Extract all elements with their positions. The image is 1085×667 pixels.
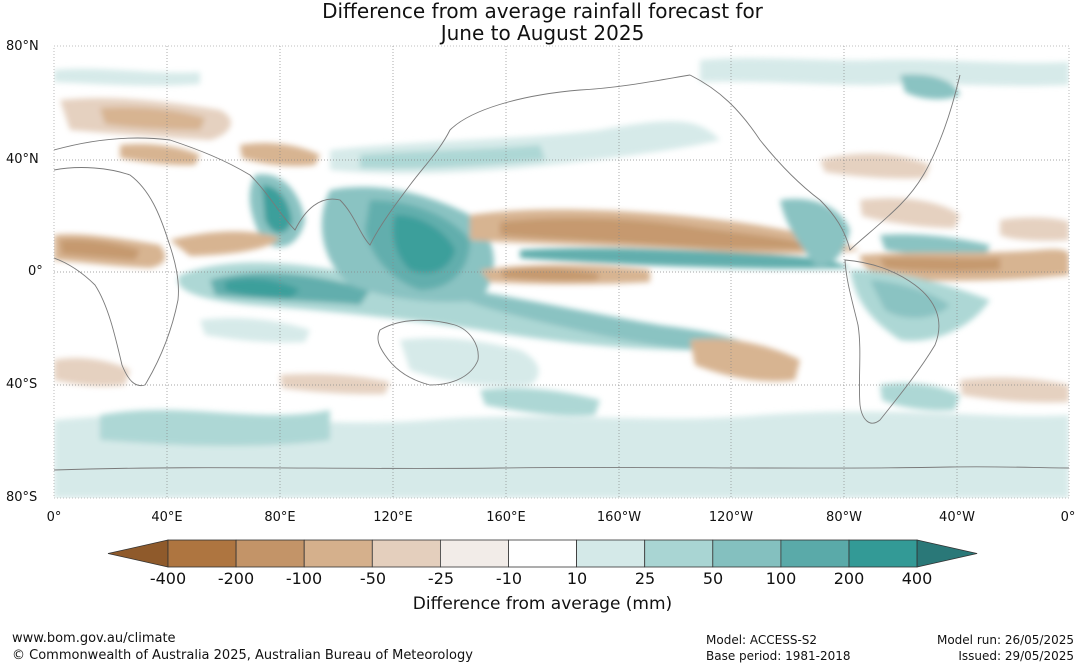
colorbar-segment	[644, 539, 714, 568]
colorbar-segment	[712, 539, 782, 568]
colorbar-title: Difference from average (mm)	[412, 594, 673, 614]
lon-label: 120°E	[373, 510, 413, 525]
lon-label: 160°E	[486, 510, 526, 525]
colorbar-tick-label: 25	[634, 569, 656, 588]
colorbar-tick-label: -400	[149, 569, 187, 588]
lon-label: 0°	[1060, 510, 1076, 525]
lon-label: 80°W	[826, 510, 862, 525]
colorbar-tick-label: -100	[285, 569, 323, 588]
colorbar-tick-label: 200	[833, 569, 865, 588]
colorbar-segment	[303, 539, 373, 568]
footer-url: www.bom.gov.au/climate	[12, 631, 176, 646]
colorbar-tick-label: -200	[217, 569, 255, 588]
colorbar-tick-label: 100	[765, 569, 797, 588]
map-title-line1: Difference from average rainfall forecas…	[322, 0, 763, 23]
footer-base-period: Base period: 1981-2018	[706, 649, 851, 663]
footer-model: Model: ACCESS-S2	[706, 633, 818, 647]
footer-copyright: © Commonwealth of Australia 2025, Austra…	[12, 648, 473, 663]
colorbar-tick-label: 400	[901, 569, 933, 588]
lat-label: 80°N	[6, 39, 39, 54]
lat-label: 40°S	[6, 377, 38, 392]
graticule	[54, 46, 1069, 498]
colorbar-tick-label: -50	[359, 569, 387, 588]
colorbar-segment	[576, 539, 646, 568]
footer-issued: Issued: 29/05/2025	[958, 649, 1074, 663]
colorbar-segment	[235, 539, 305, 568]
anomaly-field	[54, 46, 1069, 498]
lat-label: 40°N	[6, 152, 39, 167]
lon-label: 80°E	[264, 510, 296, 525]
colorbar-segment	[780, 539, 850, 568]
colorbar-segment	[167, 539, 237, 568]
lat-label: 0°	[28, 264, 43, 279]
coastlines	[54, 74, 1069, 471]
lon-label: 40°E	[151, 510, 183, 525]
colorbar-tick-label: -10	[495, 569, 523, 588]
colorbar-segment	[508, 539, 577, 568]
colorbar-extend-low	[107, 539, 169, 568]
colorbar-extend-high	[916, 539, 978, 568]
colorbar-segment	[439, 539, 509, 568]
lon-label: 160°W	[596, 510, 642, 525]
colorbar-tick-label: -25	[427, 569, 455, 588]
colorbar-segment	[371, 539, 441, 568]
colorbar-segment	[848, 539, 918, 568]
colorbar-tick-label: 50	[702, 569, 724, 588]
lon-label: 120°W	[708, 510, 754, 525]
footer-model-run: Model run: 26/05/2025	[936, 633, 1074, 647]
lon-label: 40°W	[939, 510, 975, 525]
lon-label: 0°	[46, 510, 62, 525]
colorbar-tick-label: 10	[566, 569, 588, 588]
lat-label: 80°S	[6, 490, 38, 505]
map-title-line2: June to August 2025	[440, 21, 645, 45]
